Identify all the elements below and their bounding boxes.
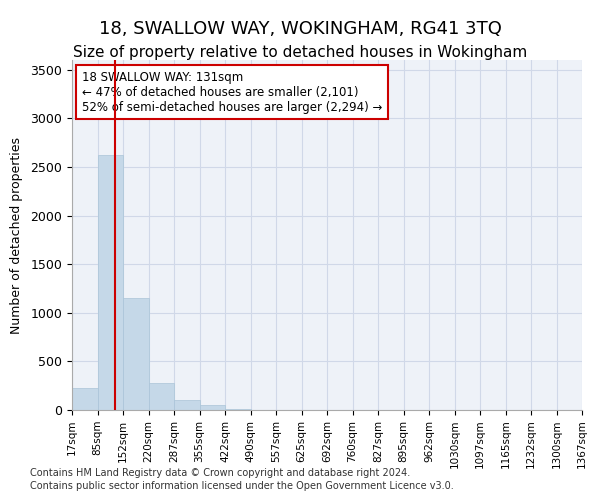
Bar bbox=[174, 400, 199, 410]
Text: Contains HM Land Registry data © Crown copyright and database right 2024.: Contains HM Land Registry data © Crown c… bbox=[30, 468, 410, 477]
Text: 18 SWALLOW WAY: 131sqm
← 47% of detached houses are smaller (2,101)
52% of semi-: 18 SWALLOW WAY: 131sqm ← 47% of detached… bbox=[82, 70, 383, 114]
Bar bbox=[199, 405, 225, 410]
Text: Contains public sector information licensed under the Open Government Licence v3: Contains public sector information licen… bbox=[30, 481, 454, 491]
Y-axis label: Number of detached properties: Number of detached properties bbox=[10, 136, 23, 334]
Text: 18, SWALLOW WAY, WOKINGHAM, RG41 3TQ: 18, SWALLOW WAY, WOKINGHAM, RG41 3TQ bbox=[98, 20, 502, 38]
Text: Size of property relative to detached houses in Wokingham: Size of property relative to detached ho… bbox=[73, 45, 527, 60]
Bar bbox=[123, 298, 149, 410]
Bar bbox=[72, 388, 97, 410]
Bar bbox=[149, 383, 174, 410]
Bar bbox=[97, 156, 123, 410]
Bar bbox=[225, 408, 251, 410]
